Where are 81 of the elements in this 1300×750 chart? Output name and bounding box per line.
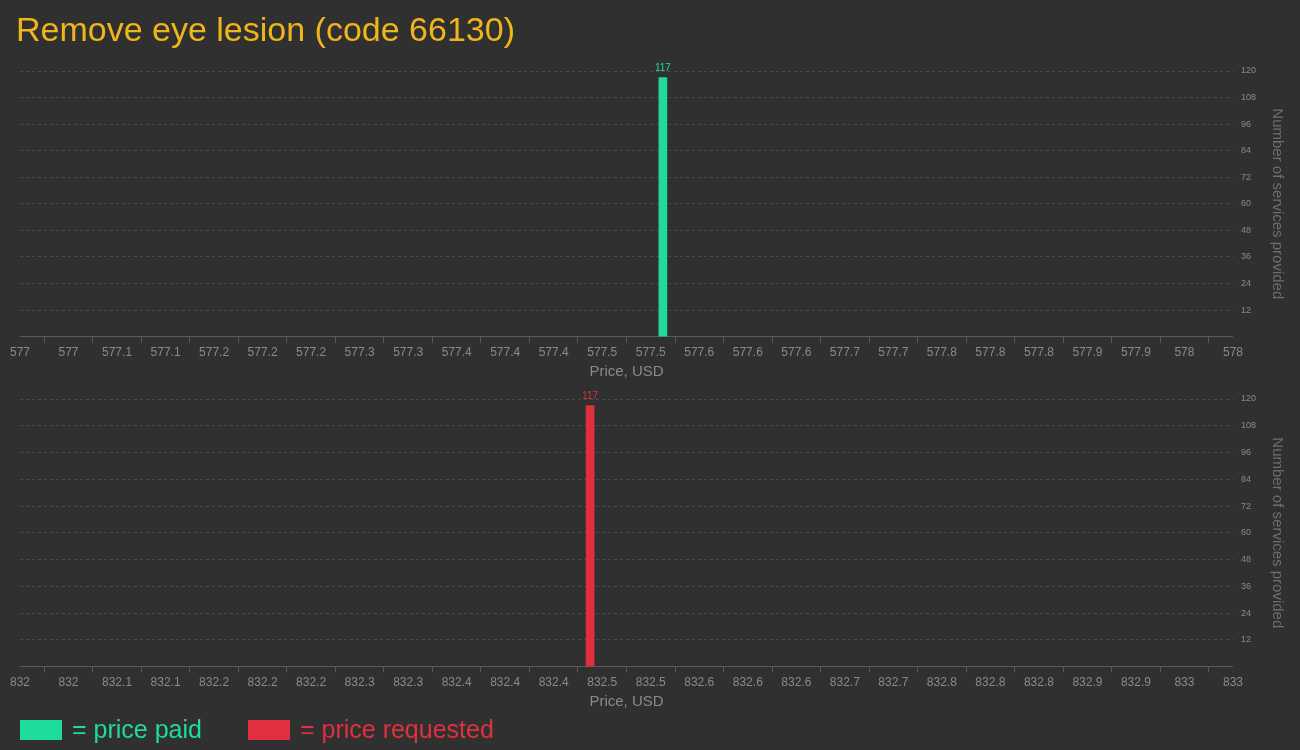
y-tick-label: 108: [1240, 420, 1257, 431]
x-tick-label: 577.5: [635, 345, 667, 360]
x-tick-label: 577.8: [1023, 345, 1055, 360]
x-tick-label: 832.8: [926, 675, 958, 690]
y-tick-label: 12: [1240, 634, 1251, 645]
x-tick-label: 577.3: [393, 345, 424, 360]
x-tick-label: 832.2: [247, 675, 278, 690]
x-tick-label: 577.6: [732, 345, 764, 360]
x-tick-label: 577: [9, 345, 31, 360]
y-tick-label: 84: [1240, 473, 1251, 484]
y-tick-label: 24: [1240, 277, 1251, 288]
x-tick-label: 832.9: [1072, 675, 1103, 690]
x-tick-label: 577.7: [829, 345, 861, 360]
y-tick-label: 24: [1240, 607, 1251, 618]
x-tick-label: 832.1: [102, 675, 133, 690]
x-axis-title: Price, USD: [589, 692, 664, 710]
y-tick-label: 84: [1240, 145, 1251, 156]
y-tick-label: 60: [1240, 527, 1251, 538]
x-tick-label: 577.4: [538, 345, 570, 360]
x-tick-label: 577.4: [441, 345, 473, 360]
x-tick-label: 577.2: [247, 345, 278, 360]
x-tick-label: 832: [9, 675, 31, 690]
x-tick-label: 577.6: [781, 345, 812, 360]
y-tick-label: 36: [1240, 251, 1251, 262]
y-tick-label: 48: [1240, 554, 1251, 565]
x-tick-label: 833: [1222, 675, 1244, 690]
x-tick-label: 577.9: [1072, 345, 1103, 360]
x-tick-label: 578: [1174, 345, 1195, 360]
x-axis-title: Price, USD: [589, 362, 664, 380]
x-tick-label: 577.6: [684, 345, 715, 360]
y-axis-title: Number of services provided: [1269, 437, 1287, 629]
x-tick-label: 832.4: [490, 675, 521, 690]
y-tick-label: 60: [1240, 198, 1251, 209]
x-tick-label: 577.8: [975, 345, 1006, 360]
y-tick-label: 48: [1240, 224, 1251, 235]
x-tick-label: 577.5: [587, 345, 618, 360]
x-tick-label: 832.7: [878, 675, 909, 690]
legend-label: = price paid: [72, 715, 202, 744]
data-label: 117: [654, 62, 672, 74]
x-tick-label: 832.6: [684, 675, 715, 690]
x-tick-label: 577.8: [926, 345, 958, 360]
legend-label: = price requested: [299, 715, 494, 744]
y-tick-label: 96: [1240, 447, 1251, 457]
x-tick-label: 577.1: [102, 345, 133, 360]
x-tick-label: 577.3: [344, 345, 375, 360]
y-tick-label: 120: [1240, 393, 1257, 404]
x-tick-label: 832.4: [441, 675, 473, 690]
x-tick-label: 832.5: [635, 675, 667, 690]
x-tick-label: 577.7: [878, 345, 909, 360]
x-tick-label: 833: [1174, 675, 1195, 690]
x-tick-label: 832.2: [296, 675, 327, 690]
y-tick-label: 72: [1240, 500, 1251, 511]
x-tick-label: 832.3: [393, 675, 424, 690]
x-tick-label: 577.4: [490, 345, 521, 360]
x-tick-label: 577.1: [150, 345, 181, 360]
data-label: 117: [582, 390, 599, 402]
y-tick-label: 72: [1240, 171, 1251, 182]
x-tick-label: 832.3: [344, 675, 375, 690]
y-tick-label: 108: [1240, 92, 1257, 103]
x-tick-label: 577.2: [296, 345, 327, 360]
x-tick-label: 832.5: [587, 675, 618, 690]
chart-title: Remove eye lesion (code 66130): [15, 9, 516, 50]
x-tick-label: 577.9: [1120, 345, 1152, 360]
y-tick-label: 120: [1240, 65, 1257, 76]
x-tick-label: 577.2: [199, 345, 230, 360]
x-tick-label: 832.9: [1120, 675, 1152, 690]
x-tick-label: 577: [58, 345, 79, 360]
x-tick-label: 832.8: [975, 675, 1006, 690]
x-tick-label: 832: [58, 675, 79, 690]
x-tick-label: 832.8: [1023, 675, 1055, 690]
x-tick-label: 578: [1222, 345, 1244, 360]
y-axis-title: Number of services provided: [1269, 108, 1287, 300]
x-tick-label: 832.2: [199, 675, 230, 690]
x-tick-label: 832.1: [150, 675, 181, 690]
x-tick-label: 832.6: [732, 675, 764, 690]
y-tick-label: 12: [1240, 304, 1251, 315]
y-tick-label: 36: [1240, 580, 1251, 591]
x-tick-label: 832.6: [781, 675, 812, 690]
x-tick-label: 832.4: [538, 675, 570, 690]
x-tick-label: 832.7: [829, 675, 861, 690]
y-tick-label: 96: [1240, 118, 1251, 129]
